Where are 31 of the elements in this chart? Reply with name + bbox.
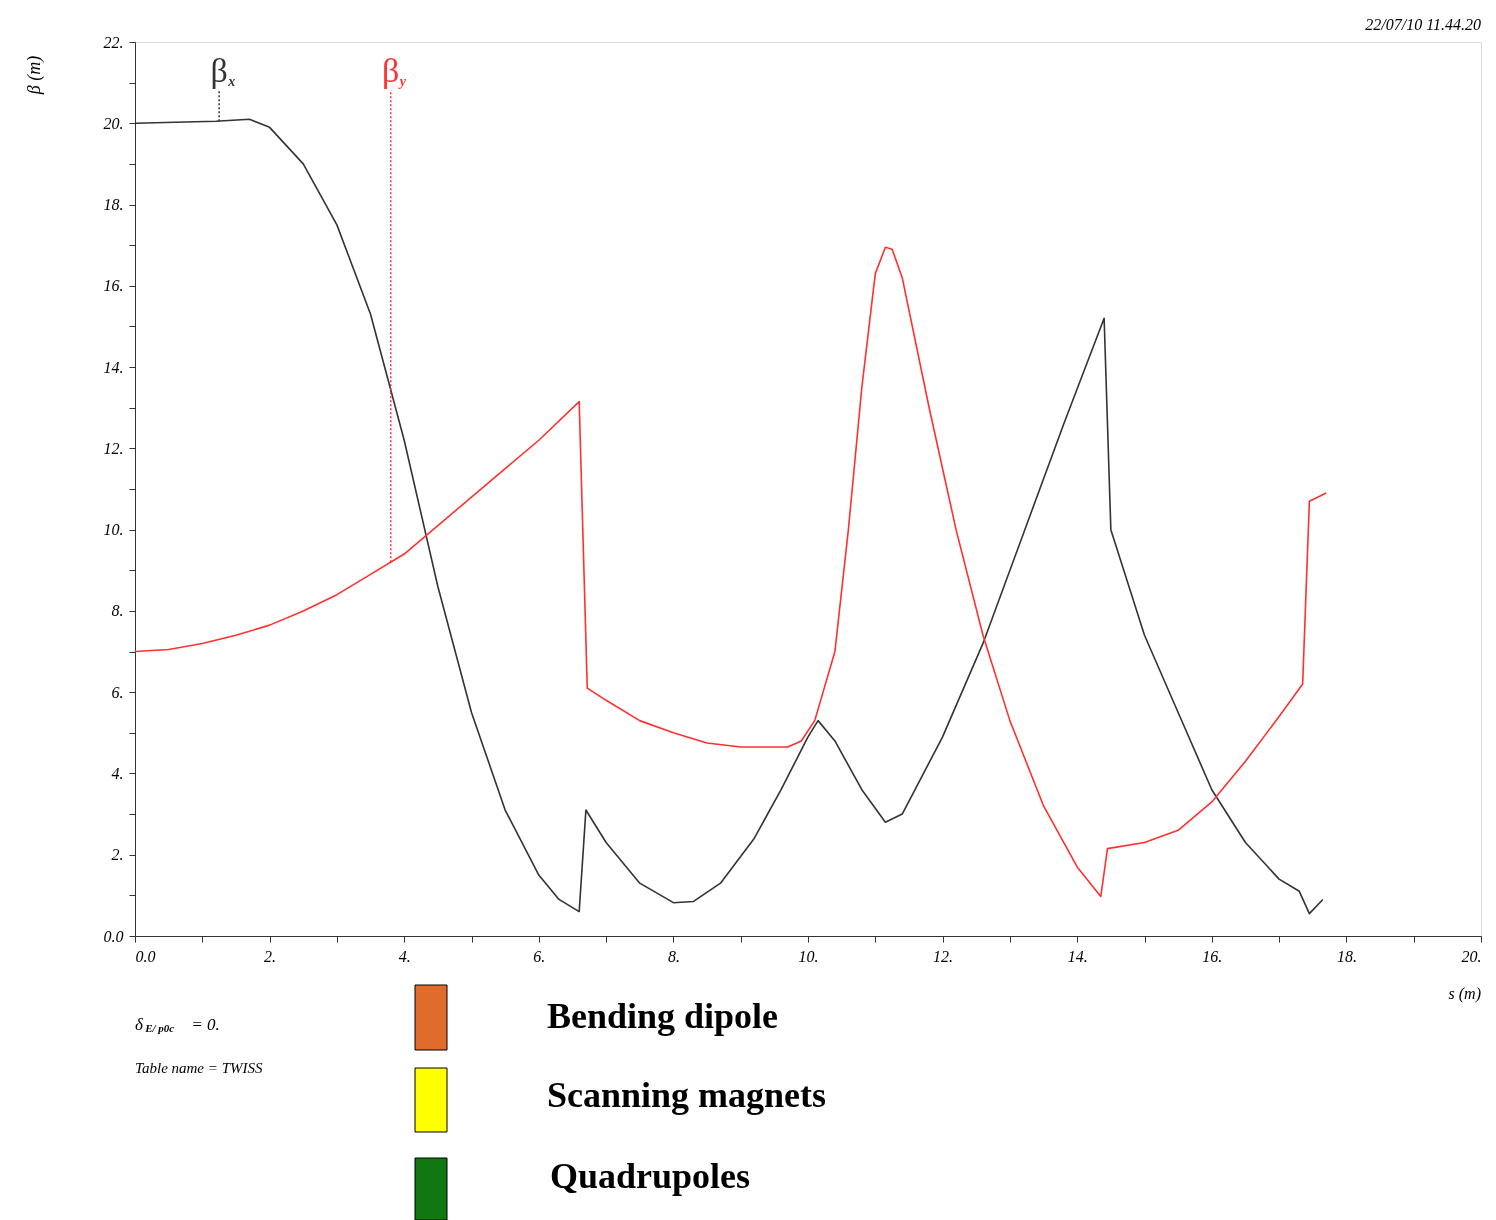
y-tick-label: 8. bbox=[111, 602, 124, 620]
text: δE/ p0c = 0. bbox=[135, 1015, 220, 1034]
x-tick-label: 2. bbox=[264, 947, 277, 965]
x-axis-title: s (m) bbox=[1448, 985, 1481, 1003]
y-tick-label: 2. bbox=[111, 846, 124, 864]
text: Scanning magnets bbox=[547, 1075, 827, 1115]
x-tick-label: 6. bbox=[533, 947, 546, 965]
x-tick-label: 12. bbox=[933, 947, 954, 965]
y-tick-label: 0.0 bbox=[103, 927, 124, 945]
text: Bending dipole bbox=[547, 996, 779, 1036]
y-tick-label: 14. bbox=[103, 358, 124, 376]
y-tick-label: 18. bbox=[103, 196, 124, 214]
x-tick-label: 10. bbox=[798, 947, 819, 965]
y-axis-title: β (m) bbox=[24, 55, 45, 96]
x-tick-label: 8. bbox=[667, 947, 680, 965]
text: Table name = TWISS bbox=[135, 1060, 263, 1076]
text: 22/07/10 11.44.20 bbox=[1365, 16, 1481, 33]
x-tick-label: 18. bbox=[1336, 947, 1357, 965]
x-tick-label: 0.0 bbox=[135, 947, 156, 965]
x-tick-label: 4. bbox=[398, 947, 411, 965]
x-tick-label: 16. bbox=[1202, 947, 1223, 965]
y-tick-label: 12. bbox=[103, 439, 124, 457]
x-tick-label: 14. bbox=[1067, 947, 1088, 965]
y-tick-label: 6. bbox=[111, 683, 124, 701]
y-tick-label: 20. bbox=[103, 114, 124, 132]
y-tick-label: 16. bbox=[103, 277, 124, 295]
y-tick-label: 4. bbox=[111, 764, 124, 782]
y-tick-label: 22. bbox=[103, 33, 124, 51]
x-tick-label: 20. bbox=[1461, 947, 1482, 965]
text: Quadrupoles bbox=[550, 1156, 751, 1196]
y-tick-label: 10. bbox=[103, 521, 124, 539]
